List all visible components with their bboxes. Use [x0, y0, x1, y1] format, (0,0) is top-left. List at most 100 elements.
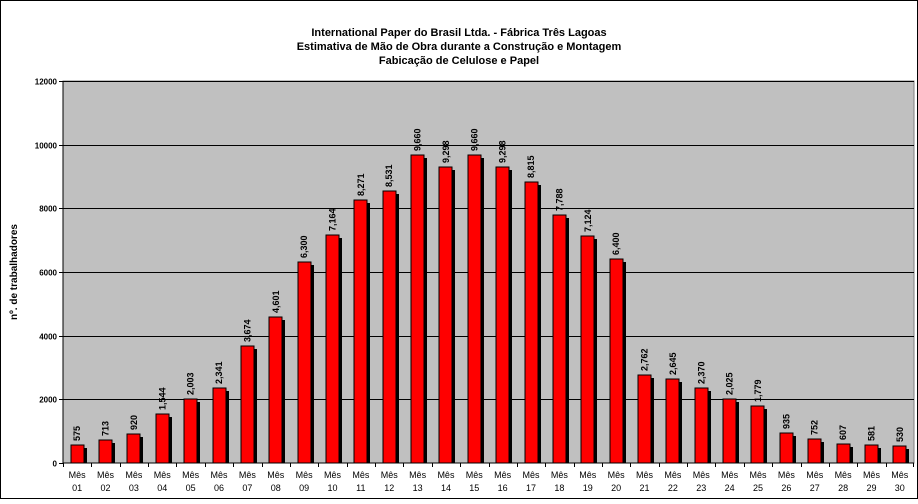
x-tick-label-number: 04 — [157, 483, 167, 493]
x-tick-label-month: Mês — [381, 470, 399, 480]
y-axis-label: nº. de trabalhadores — [9, 224, 20, 320]
x-tick-label-month: Mês — [154, 470, 172, 480]
x-tick-label-month: Mês — [806, 470, 824, 480]
x-tick-label-number: 02 — [101, 483, 111, 493]
x-tick-label-month: Mês — [211, 470, 229, 480]
data-label: 530 — [895, 427, 905, 442]
data-label: 9,298 — [498, 140, 508, 163]
x-tick-label-number: 29 — [866, 483, 876, 493]
x-tick-label-number: 12 — [384, 483, 394, 493]
bar — [722, 398, 737, 464]
x-tick-label-number: 14 — [441, 483, 451, 493]
x-tick-label-number: 19 — [583, 483, 593, 493]
x-tick-label-month: Mês — [891, 470, 909, 480]
x-tick-label-month: Mês — [551, 470, 569, 480]
data-label: 2,645 — [668, 352, 678, 375]
bar — [467, 154, 482, 464]
chart-title: International Paper do Brasil Ltda. - Fá… — [297, 27, 622, 67]
bar — [779, 432, 794, 464]
x-tick-label-number: 15 — [469, 483, 479, 493]
bar — [155, 413, 170, 464]
y-tick-label: 4000 — [39, 333, 57, 342]
x-tick-label-number: 05 — [186, 483, 196, 493]
bar — [580, 235, 595, 464]
bar — [637, 374, 652, 464]
gridlines — [63, 81, 914, 400]
data-label: 2,762 — [640, 348, 650, 371]
x-tick-label-month: Mês — [267, 470, 285, 480]
y-tick-label: 8000 — [39, 205, 57, 214]
x-tick-label-month: Mês — [97, 470, 115, 480]
x-tick-label-number: 18 — [554, 483, 564, 493]
x-tick-label-month: Mês — [749, 470, 767, 480]
x-tick-label-month: Mês — [693, 470, 711, 480]
bar — [665, 378, 680, 464]
title-line-3: Fabicação de Celulose e Papel — [379, 55, 539, 67]
data-label: 9,660 — [469, 128, 479, 151]
x-tick-label-month: Mês — [437, 470, 455, 480]
x-tick-label-number: 01 — [72, 483, 82, 493]
x-tick-label-month: Mês — [69, 470, 87, 480]
data-label: 920 — [129, 415, 139, 430]
data-label: 4,601 — [271, 290, 281, 313]
bar — [382, 190, 397, 464]
data-label: 7,788 — [554, 188, 564, 211]
x-tick-label-month: Mês — [636, 470, 654, 480]
data-label: 607 — [838, 425, 848, 440]
bar — [892, 445, 907, 464]
bar — [807, 438, 822, 464]
x-tick-label-month: Mês — [778, 470, 796, 480]
data-label: 9,660 — [413, 128, 423, 151]
bar — [694, 387, 709, 464]
bar — [495, 166, 510, 464]
x-tick-label-number: 16 — [498, 483, 508, 493]
x-tick-label-number: 11 — [356, 483, 365, 493]
x-tick-label-number: 10 — [327, 483, 337, 493]
x-tick-label-month: Mês — [409, 470, 427, 480]
bar — [864, 444, 879, 464]
data-label: 8,815 — [526, 155, 536, 178]
y-tick-label: 6000 — [39, 269, 57, 278]
data-label: 6,400 — [611, 232, 621, 255]
x-tick-label-number: 27 — [810, 483, 820, 493]
bar — [438, 166, 453, 464]
x-tick-label-number: 17 — [526, 483, 536, 493]
x-tick-label-number: 30 — [895, 483, 905, 493]
bar — [524, 181, 539, 464]
x-tick-label-month: Mês — [523, 470, 541, 480]
x-tick-label-month: Mês — [182, 470, 200, 480]
data-label: 3,674 — [242, 319, 252, 342]
x-tick-label-month: Mês — [835, 470, 853, 480]
y-tick-label: 2000 — [39, 396, 57, 405]
x-tick-label-month: Mês — [494, 470, 512, 480]
x-tick-label-number: 23 — [696, 483, 706, 493]
bar — [836, 443, 851, 464]
bar — [268, 316, 283, 464]
bar — [609, 258, 624, 464]
data-label: 713 — [101, 421, 111, 436]
bar — [70, 444, 85, 464]
title-line-2: Estimativa de Mão de Obra durante a Cons… — [297, 41, 622, 53]
x-tick-label-month: Mês — [608, 470, 626, 480]
x-tick-label-number: 26 — [781, 483, 791, 493]
y-tick-label: 10000 — [35, 142, 58, 151]
y-tick-label: 12000 — [35, 78, 58, 87]
bar — [212, 387, 227, 464]
data-label: 8,271 — [356, 173, 366, 196]
data-label: 575 — [72, 426, 82, 441]
x-tick-label-number: 28 — [838, 483, 848, 493]
data-label: 2,341 — [214, 361, 224, 384]
data-label: 2,025 — [725, 372, 735, 395]
x-tick-label-number: 08 — [271, 483, 281, 493]
data-label: 2,003 — [186, 372, 196, 395]
data-label: 1,779 — [753, 379, 763, 402]
x-tick-label-month: Mês — [721, 470, 739, 480]
y-tick-label: 0 — [53, 460, 58, 469]
bar — [240, 345, 255, 464]
bar — [750, 405, 765, 464]
x-tick-label-number: 20 — [611, 483, 621, 493]
x-tick-label-number: 07 — [242, 483, 252, 493]
bars — [70, 154, 909, 464]
